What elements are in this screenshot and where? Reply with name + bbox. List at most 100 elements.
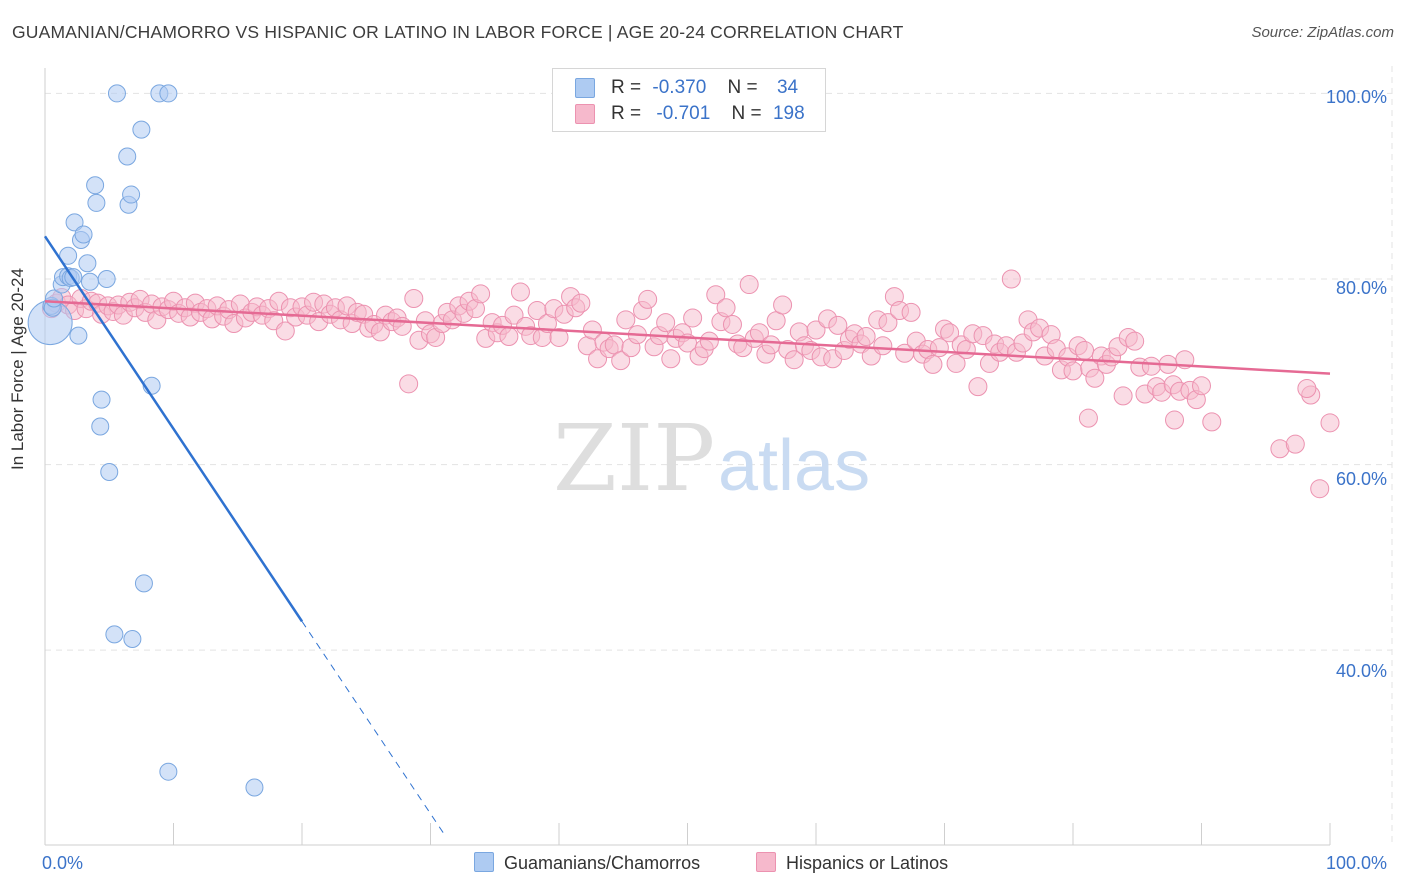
hispanic-point bbox=[1125, 331, 1145, 351]
chart-title: GUAMANIAN/CHAMORRO VS HISPANIC OR LATINO… bbox=[12, 22, 904, 42]
guamanian-trend-line bbox=[43, 235, 304, 623]
legend-item-guamanian: Guamanians/Chamorros bbox=[474, 852, 700, 876]
hispanic-point bbox=[1001, 269, 1021, 289]
hispanic-point bbox=[656, 313, 676, 333]
y-axis-label: In Labor Force | Age 20-24 bbox=[8, 268, 27, 470]
hispanic-point bbox=[1285, 434, 1305, 454]
hispanic-point bbox=[1078, 408, 1098, 428]
hispanic-point bbox=[706, 285, 726, 305]
guamanian-point bbox=[245, 778, 264, 797]
y-tick-label: 40.0% bbox=[1336, 661, 1388, 681]
r-value: -0.701 bbox=[656, 103, 711, 124]
hispanic-point bbox=[806, 320, 826, 340]
n-label: N = bbox=[731, 103, 762, 124]
hispanic-point bbox=[275, 321, 295, 341]
hispanic-point bbox=[510, 282, 530, 302]
hispanic-point bbox=[399, 374, 419, 394]
legend-stats-text: R = -0.370 N = 34 bbox=[611, 77, 798, 99]
hispanic-trend-line bbox=[44, 300, 1331, 375]
x-tick-label: 100.0% bbox=[1326, 853, 1388, 873]
hispanic-point bbox=[504, 305, 524, 325]
r-value: -0.370 bbox=[652, 77, 707, 98]
hispanic-point bbox=[471, 284, 491, 304]
guamanian-point bbox=[86, 176, 105, 195]
guamanian-point bbox=[65, 213, 84, 232]
hispanic-point bbox=[582, 320, 602, 340]
hispanic-point bbox=[1063, 361, 1083, 381]
hispanic-point bbox=[873, 336, 893, 356]
guamanian-point bbox=[69, 326, 88, 345]
guamanian-point bbox=[59, 246, 78, 265]
y-tick-label: 100.0% bbox=[1326, 87, 1388, 107]
hispanic-point bbox=[1075, 340, 1095, 360]
hispanic-point bbox=[923, 354, 943, 374]
hispanic-point bbox=[946, 353, 966, 373]
guamanian-point bbox=[105, 625, 124, 644]
hispanic-point bbox=[784, 350, 804, 370]
hispanic-point bbox=[968, 377, 988, 397]
hispanic-point bbox=[1141, 356, 1161, 376]
guamanian-point bbox=[132, 120, 151, 139]
guamanian-point bbox=[118, 147, 137, 166]
hispanic-point bbox=[404, 288, 424, 308]
guamanian-point bbox=[107, 84, 126, 103]
hispanic-point bbox=[571, 293, 591, 313]
hispanic-points bbox=[41, 269, 1340, 499]
n-value: 198 bbox=[772, 103, 805, 124]
y-tick-label: 80.0% bbox=[1336, 278, 1388, 298]
guamanian-point bbox=[159, 762, 178, 781]
watermark: ZIP atlas bbox=[553, 405, 870, 512]
guamanian-points bbox=[27, 84, 264, 797]
legend-item-hispanic: Hispanics or Latinos bbox=[756, 852, 948, 876]
hispanic-point bbox=[722, 314, 742, 334]
stats-legend: R = -0.370 N = 34 R = -0.701 N = 198 bbox=[552, 68, 826, 132]
guamanian-point bbox=[134, 574, 153, 593]
guamanian-point bbox=[97, 269, 116, 288]
hispanic-point bbox=[901, 302, 921, 322]
hispanic-point bbox=[878, 313, 898, 333]
pink-swatch bbox=[575, 104, 595, 124]
hispanic-point bbox=[856, 327, 876, 347]
legend-stats-text: R = -0.701 N = 198 bbox=[611, 103, 805, 125]
x-axis bbox=[44, 68, 1331, 846]
hispanic-point bbox=[761, 335, 781, 355]
legend-label: Guamanians/Chamorros bbox=[504, 853, 701, 873]
hispanic-point bbox=[499, 327, 519, 347]
pink-swatch bbox=[756, 852, 776, 872]
guamanian-trend-extension bbox=[301, 621, 444, 834]
hispanic-point bbox=[611, 351, 631, 371]
watermark-zip: ZIP bbox=[553, 405, 715, 512]
hispanic-point bbox=[1320, 413, 1340, 433]
guamanian-point bbox=[74, 225, 93, 244]
hispanic-point bbox=[940, 323, 960, 343]
hispanic-point bbox=[661, 349, 681, 369]
hispanic-point bbox=[716, 298, 736, 318]
r-label: R = bbox=[611, 77, 642, 98]
legend-label: Hispanics or Latinos bbox=[786, 853, 949, 873]
hispanic-point bbox=[773, 295, 793, 315]
hispanic-point bbox=[549, 327, 569, 347]
hispanic-point bbox=[1192, 376, 1211, 396]
hispanic-point bbox=[1297, 378, 1317, 398]
guamanian-point bbox=[159, 84, 178, 103]
guamanian-point bbox=[122, 185, 141, 204]
source-label: Source: ZipAtlas.com bbox=[1251, 24, 1394, 41]
trend-lines bbox=[43, 235, 1331, 834]
hispanic-point bbox=[638, 289, 658, 309]
hispanic-point bbox=[683, 308, 703, 328]
guamanian-point bbox=[87, 193, 106, 212]
guamanian-point bbox=[91, 417, 110, 436]
hispanic-point bbox=[699, 331, 719, 351]
blue-swatch bbox=[474, 852, 494, 872]
y-tick-label: 60.0% bbox=[1336, 469, 1388, 489]
hispanic-point bbox=[1085, 368, 1105, 388]
hispanic-point bbox=[616, 310, 636, 330]
hispanic-point bbox=[1202, 412, 1222, 432]
hispanic-point bbox=[1310, 479, 1330, 499]
n-label: N = bbox=[727, 77, 758, 98]
guamanian-point bbox=[100, 462, 119, 481]
hispanic-point bbox=[828, 315, 848, 335]
watermark-atlas: atlas bbox=[718, 426, 870, 506]
hispanic-point bbox=[739, 275, 759, 295]
